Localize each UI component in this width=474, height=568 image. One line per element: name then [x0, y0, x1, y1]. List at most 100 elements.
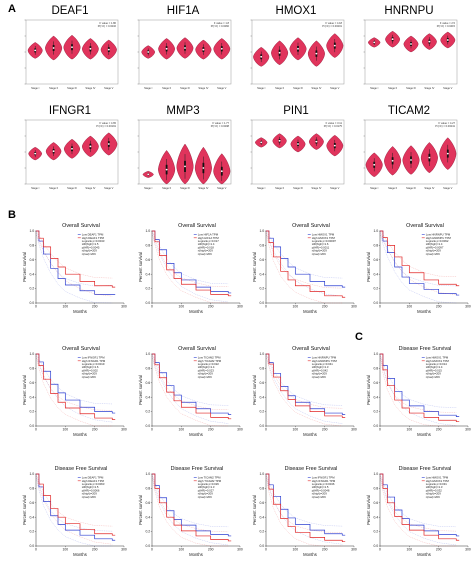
km-confidence-band [35, 230, 113, 279]
violin-plot: HIF1A F value = 1.8Pr(>F) = 0.0282 Stage I… [137, 5, 232, 90]
km-legend-entry: HR(high)=1.5 [82, 485, 99, 489]
km-legend-entry: n(high)=209 [426, 249, 441, 253]
km-confidence-band [151, 476, 229, 547]
km-survival-curve [152, 230, 232, 297]
km-legend-entry: Logrank p=0.017 [198, 239, 220, 243]
violin-median-point [52, 150, 55, 153]
violin-stat-text: Pr(>F) = 0.00191 [96, 124, 116, 128]
km-title: Disease Free Survival [55, 466, 108, 472]
km-y-tick-label: 0.0 [145, 544, 150, 548]
km-legend-entry: HR(high)=1.4 [426, 365, 443, 369]
violin-x-tick-label: Stage I [31, 86, 39, 90]
km-legend-entry: n(low)=209 [82, 375, 96, 379]
km-legend-entry: n(low)=209 [198, 252, 212, 256]
km-legend-entry: HR(high)=1.5 [312, 485, 329, 489]
km-legend-entry: High HIF1A TPM [198, 236, 220, 240]
km-x-tick-label: 200 [208, 305, 214, 309]
km-legend-entry: Logrank p=0.026 [198, 482, 220, 486]
km-confidence-band [265, 476, 343, 547]
km-x-tick-label: 0 [151, 548, 153, 552]
km-x-tick-label: 300 [121, 305, 127, 309]
km-y-axis-label: Percent survival [138, 252, 143, 282]
violin-median-point [71, 147, 73, 150]
violin-x-tick-label: Stage II [49, 86, 58, 90]
km-confidence-band [35, 356, 113, 423]
km-x-tick-label: 100 [292, 548, 298, 552]
km-x-tick-label: 200 [322, 428, 328, 432]
km-legend-entry: n(low)=209 [198, 495, 212, 499]
km-x-axis-label: Months [189, 432, 203, 437]
violin-gene-title: HMOX1 [276, 5, 317, 17]
km-y-tick-label: 0.4 [373, 395, 378, 399]
violin-x-tick-label: Stage IV [424, 86, 434, 90]
km-x-axis-label: Months [73, 552, 87, 557]
violin-x-tick-label: Stage IV [424, 186, 434, 190]
km-y-tick-label: 0.6 [29, 381, 34, 385]
violin-median-point [391, 38, 394, 41]
km-plot: Disease Free Survival 0.0 0.2 0.4 0.6 0.8 1.0 0… [252, 466, 357, 557]
km-x-axis-label: Months [189, 552, 203, 557]
km-legend-entry: n(high)=209 [312, 372, 327, 376]
km-y-tick-label: 1.0 [373, 352, 378, 356]
violin-median-point [147, 173, 150, 176]
panel-label-b: B [8, 209, 16, 221]
violin-x-tick-label: Stage IV [85, 86, 95, 90]
km-survival-curve [266, 353, 346, 418]
km-y-tick-label: 0.4 [29, 272, 34, 276]
km-confidence-band [379, 353, 457, 408]
km-survival-curve [152, 473, 232, 542]
violin-x-tick-label: Stage V [217, 186, 226, 190]
km-y-tick-label: 0.2 [373, 410, 378, 414]
violin-median-point [333, 44, 336, 47]
km-x-tick-label: 0 [35, 428, 37, 432]
km-y-tick-label: 0.8 [29, 244, 34, 248]
km-y-axis-label: Percent survival [22, 375, 27, 405]
km-confidence-band [265, 473, 343, 527]
km-y-tick-label: 0.8 [373, 244, 378, 248]
km-survival-curve [266, 230, 346, 288]
km-y-tick-label: 0.6 [373, 258, 378, 262]
km-y-tick-label: 0.8 [259, 487, 264, 491]
km-y-tick-label: 0.0 [29, 424, 34, 428]
km-confidence-band [151, 473, 229, 528]
km-title: Disease Free Survival [399, 346, 452, 352]
km-legend-entry: High IFNGR1 TPM [82, 359, 106, 363]
violin-median-point [315, 52, 318, 55]
km-y-tick-label: 0.6 [259, 258, 264, 262]
violin-x-tick-label: Stage III [293, 86, 303, 90]
km-legend-entry: Logrank p=0.031 [426, 482, 448, 486]
violin-median-point [410, 43, 412, 45]
km-x-tick-label: 0 [35, 548, 37, 552]
km-legend-entry: Low DEAF1 TPM [82, 233, 104, 237]
km-plot: Disease Free Survival 0.0 0.2 0.4 0.6 0.8 1.0 0… [138, 466, 243, 557]
km-y-tick-label: 0.8 [259, 367, 264, 371]
km-legend-entry: High HMOX1 TPM [426, 479, 450, 483]
violin-stat-text: F value = 4.18 [325, 21, 342, 25]
violin-x-tick-label: Stage II [49, 186, 58, 190]
km-x-tick-label: 300 [465, 428, 471, 432]
km-confidence-band [265, 233, 343, 304]
km-confidence-band [35, 476, 113, 545]
km-x-tick-label: 200 [322, 548, 328, 552]
km-x-tick-label: 0 [265, 548, 267, 552]
violin-x-tick-label: Stage I [370, 186, 378, 190]
km-survival-curve [36, 473, 116, 541]
km-y-tick-label: 0.0 [373, 544, 378, 548]
violin-median-point [260, 141, 263, 144]
km-x-tick-label: 0 [379, 428, 381, 432]
km-confidence-band [379, 230, 457, 287]
km-legend-entry: n(low)=209 [312, 375, 326, 379]
km-x-tick-label: 200 [92, 305, 98, 309]
km-y-tick-label: 1.0 [373, 472, 378, 476]
km-y-tick-label: 0.4 [259, 515, 264, 519]
km-y-axis-label: Percent survival [138, 495, 143, 525]
km-legend-entry: p(HR)=0.015 [426, 368, 443, 372]
violin-median-point [34, 152, 37, 155]
km-title: Disease Free Survival [285, 466, 338, 472]
violin-median-point [34, 49, 37, 52]
km-title: Overall Survival [292, 223, 330, 229]
km-y-tick-label: 0.4 [373, 272, 378, 276]
km-legend-entry: High HMOX1 TPM [426, 359, 450, 363]
km-title: Disease Free Survival [399, 466, 452, 472]
km-legend-entry: Low HNRNPU TPM [312, 356, 337, 360]
